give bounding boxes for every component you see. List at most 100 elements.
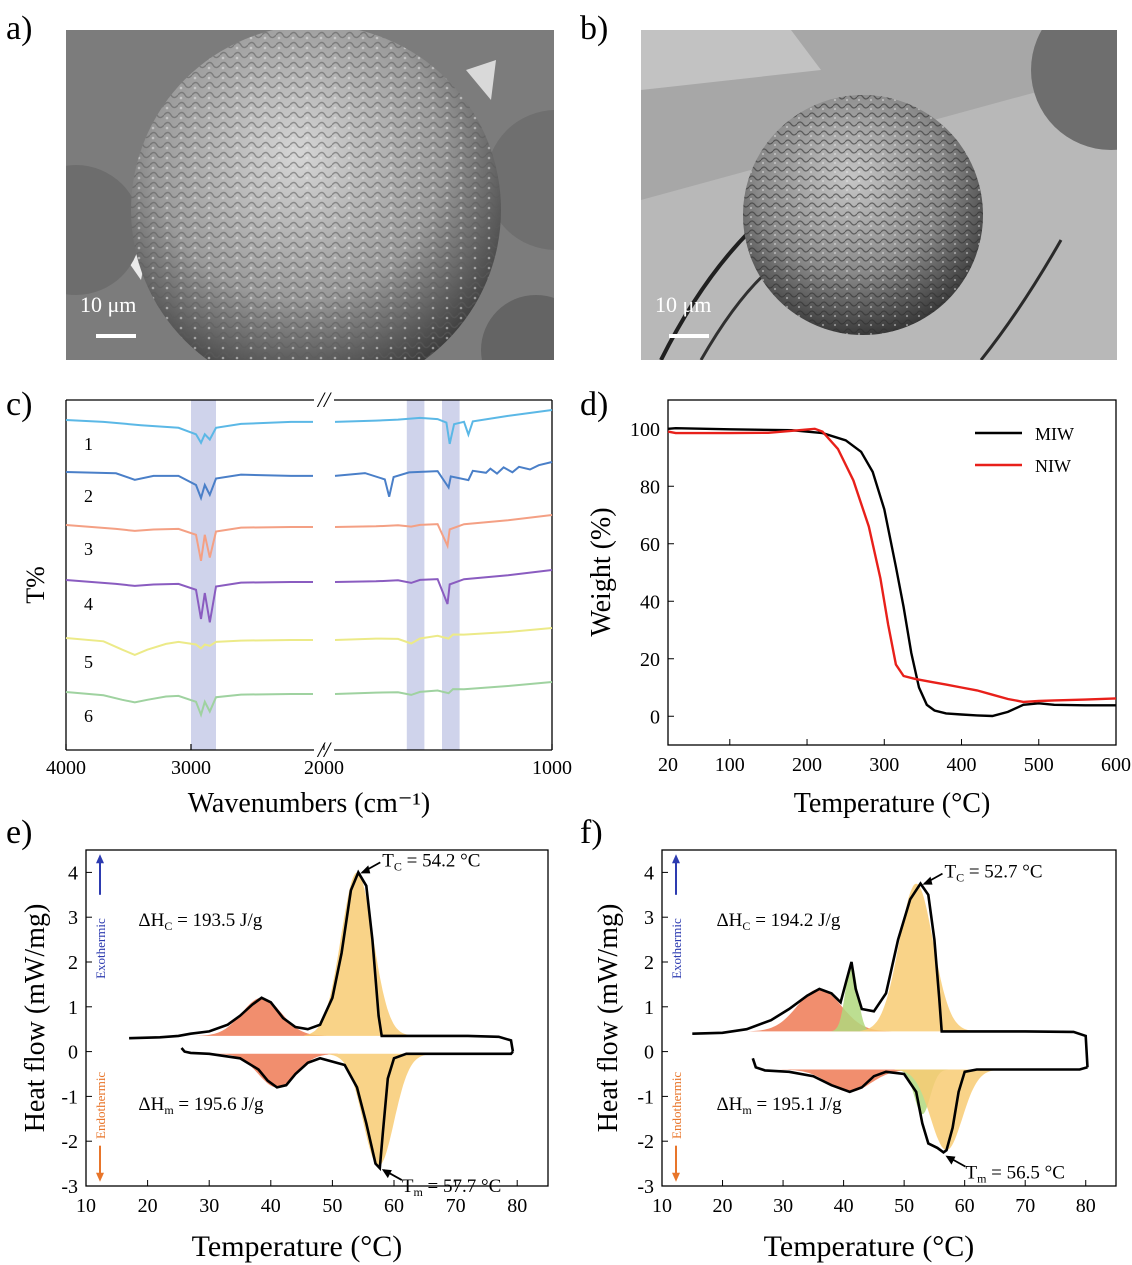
dsc-e-endo-label: Endothermic xyxy=(93,1072,108,1139)
dsc-e-y-tick-label: -3 xyxy=(61,1176,78,1198)
dsc-e-y-tick-label: -2 xyxy=(61,1131,78,1153)
ftir-highlight-band-3 xyxy=(442,400,460,750)
dsc-e-x-tick-label: 10 xyxy=(76,1195,96,1217)
ftir-series-label-1: 1 xyxy=(84,434,93,454)
dsc-e-x-tick-label: 30 xyxy=(199,1195,219,1217)
dsc-f-x-tick-label: 10 xyxy=(652,1195,672,1217)
dsc-e-tm-pointer-head xyxy=(381,1169,392,1179)
dsc-f-y-tick-label: 3 xyxy=(644,907,654,929)
dsc-e-y-tick-label: 4 xyxy=(68,862,78,884)
dsc-f-x-label: Temperature (°C) xyxy=(764,1230,975,1263)
dsc-f-dhc-annotation: ΔHC = 194.2 J/g xyxy=(716,910,840,933)
panel-label-b: b) xyxy=(580,10,609,47)
dsc-f-tc-pointer-head xyxy=(922,876,933,885)
dsc-f-x-tick-label: 50 xyxy=(894,1195,914,1217)
scale-bar-b: 10 μm xyxy=(655,292,712,338)
panel-label-c: c) xyxy=(6,386,33,423)
dsc-e-y-tick-label: 0 xyxy=(68,1042,78,1064)
ftir-highlight-band-2 xyxy=(406,400,425,750)
dsc-e-x-label: Temperature (°C) xyxy=(192,1230,403,1263)
dsc-e-x-tick-label: 60 xyxy=(384,1195,404,1217)
ftir-series-1-right xyxy=(334,409,553,445)
tga-y-tick-label: 80 xyxy=(640,476,660,498)
scale-line-b xyxy=(669,334,709,338)
dsc-f-endo-arrow-head xyxy=(672,1172,680,1182)
tga-legend-label-NIW: NIW xyxy=(1035,456,1071,476)
dsc-e-x-tick-label: 50 xyxy=(322,1195,342,1217)
ftir-y-label: T% xyxy=(21,566,50,604)
panel-label-a: a) xyxy=(6,10,33,47)
scale-label-b: 10 μm xyxy=(655,292,712,317)
tga-frame xyxy=(667,399,1117,746)
ftir-series-1-left xyxy=(65,419,313,445)
ftir-x-label: Wavenumbers (cm⁻¹) xyxy=(188,788,431,819)
dsc-f-heating-curve xyxy=(751,1057,1088,1155)
dsc-f-peak-fill-3 xyxy=(860,883,973,1032)
ftir-series-4-left xyxy=(65,579,313,623)
dsc-e-endo-arrow-head xyxy=(96,1172,104,1182)
dsc-f-x-tick-label: 30 xyxy=(773,1195,793,1217)
dsc-f-y-tick-label: -2 xyxy=(637,1131,654,1153)
dsc-e-y-tick-label: 3 xyxy=(68,907,78,929)
panel-label-d: d) xyxy=(580,386,609,423)
dsc-f-exo-label: Exothermic xyxy=(669,918,684,979)
tga-x-tick-label: 600 xyxy=(1101,754,1131,776)
dsc-plot-e: 10 20 30 40 50 60 70 80 -3 -2 -1 0 1 2 3 4 Heat flow (mW… xyxy=(20,849,549,1263)
sem-b-drawing xyxy=(641,30,1117,360)
dsc-f-y-tick-label: 1 xyxy=(644,997,654,1019)
dsc-e-y-label: Heat flow (mW/mg) xyxy=(20,904,51,1133)
dsc-f-exo-arrow-head xyxy=(672,854,680,864)
ftir-series-label-5: 5 xyxy=(84,652,93,672)
ftir-highlight-band-1 xyxy=(191,400,216,750)
dsc-f-endo-label: Endothermic xyxy=(669,1072,684,1139)
dsc-f-cooling-curve xyxy=(692,881,1089,1068)
sem-image-a: 10 μm xyxy=(66,30,554,360)
dsc-e-cooling-curve xyxy=(129,869,515,1052)
dsc-e-tm-annotation: Tm = 57.7 °C xyxy=(402,1176,501,1199)
dsc-f-peak-fill-4 xyxy=(779,1069,920,1092)
tga-x-tick-label: 400 xyxy=(947,754,977,776)
dsc-f-y-label: Heat flow (mW/mg) xyxy=(593,904,624,1133)
dsc-f-peak-fill-6 xyxy=(894,1069,999,1151)
ftir-series-6-left xyxy=(65,691,313,718)
dsc-f-x-tick-label: 60 xyxy=(955,1195,975,1217)
tga-plot: 20 100 200 300 400 500 600 0 20 40 60 80 100 Weight (… xyxy=(586,399,1131,819)
tga-y-tick-label: 0 xyxy=(650,706,660,728)
dsc-e-x-tick-label: 70 xyxy=(446,1195,466,1217)
ftir-series-4-right xyxy=(334,569,553,605)
ftir-series-5-right xyxy=(334,627,553,645)
dsc-f-peak-fill-2 xyxy=(831,964,872,1032)
dsc-f-y-tick-label: 0 xyxy=(644,1042,654,1064)
tga-x-label: Temperature (°C) xyxy=(794,788,991,819)
dsc-e-x-tick-label: 40 xyxy=(261,1195,281,1217)
tga-x-tick-label: 200 xyxy=(792,754,822,776)
dsc-f-y-tick-label: 4 xyxy=(644,862,654,884)
dsc-e-y-tick-label: 1 xyxy=(68,997,78,1019)
tga-series-NIW xyxy=(667,427,1117,704)
tga-x-tick-label: 300 xyxy=(869,754,899,776)
dsc-e-tc-annotation: TC = 54.2 °C xyxy=(382,850,480,873)
scale-line-a xyxy=(96,334,136,338)
dsc-e-x-tick-label: 80 xyxy=(507,1195,527,1217)
dsc-plot-f: 10 20 30 40 50 60 70 80 -3 -2 -1 0 1 2 3 4 Heat flow (mW… xyxy=(593,849,1117,1263)
dsc-f-dhm-annotation: ΔHm = 195.1 J/g xyxy=(716,1094,842,1117)
ftir-series-label-4: 4 xyxy=(84,594,93,614)
dsc-e-x-tick-label: 20 xyxy=(138,1195,158,1217)
sem-a-drawing xyxy=(66,30,554,360)
panel-label-e: e) xyxy=(6,814,33,851)
dsc-f-y-tick-label: 2 xyxy=(644,952,654,974)
dsc-e-peak-fill-4 xyxy=(327,1053,430,1166)
dsc-f-x-tick-label: 40 xyxy=(834,1195,854,1217)
tga-y-tick-label: 20 xyxy=(640,649,660,671)
scale-label-a: 10 μm xyxy=(80,292,137,317)
panel-label-f: f) xyxy=(580,814,603,851)
ftir-series-label-3: 3 xyxy=(84,539,93,559)
dsc-f-x-tick-label: 20 xyxy=(713,1195,733,1217)
tga-x-tick-label: 20 xyxy=(658,754,678,776)
dsc-e-exo-arrow-head xyxy=(96,854,104,864)
ftir-x-tick-label: 3000 xyxy=(171,757,211,779)
dsc-e-heating-curve xyxy=(180,1047,514,1172)
dsc-f-x-tick-label: 70 xyxy=(1015,1195,1035,1217)
ftir-series-label-2: 2 xyxy=(84,486,93,506)
